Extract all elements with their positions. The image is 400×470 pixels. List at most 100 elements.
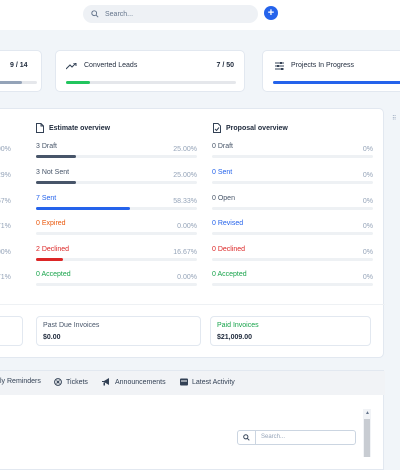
proposal-row[interactable]: 0 Open 0% bbox=[212, 195, 373, 213]
estimate-row-percent: 25.00% bbox=[173, 172, 197, 179]
invoice-box-left-edge bbox=[0, 316, 23, 346]
past-due-value: $0.00 bbox=[43, 334, 61, 341]
past-due-label: Past Due Invoices bbox=[43, 322, 100, 329]
proposal-overview-title: Proposal overview bbox=[213, 123, 288, 133]
proposal-row-label: 0 Accepted bbox=[212, 271, 247, 278]
estimate-row-percent: 0.00% bbox=[177, 274, 197, 281]
drag-handle-icon[interactable]: ⠿ bbox=[392, 116, 397, 122]
estimate-row-percent: 16.67% bbox=[173, 249, 197, 256]
proposal-row[interactable]: 0 Draft 0% bbox=[212, 143, 373, 161]
estimate-row[interactable]: 3 Not Sent 25.00% bbox=[36, 169, 197, 187]
estimate-row-track bbox=[36, 283, 197, 286]
paid-label: Paid Invoices bbox=[217, 322, 259, 329]
estimate-row-fill bbox=[36, 207, 130, 210]
left-column-percent: 0.00% bbox=[0, 146, 11, 153]
estimate-overview-title: Estimate overview bbox=[36, 123, 110, 133]
estimate-row-label: 2 Declined bbox=[36, 246, 70, 253]
proposal-row-label: 0 Open bbox=[212, 195, 235, 202]
estimate-row-fill bbox=[36, 155, 77, 158]
tab-label: ly Reminders bbox=[0, 378, 41, 385]
estimate-row[interactable]: 0 Expired 0.00% bbox=[36, 220, 197, 238]
proposal-row-track bbox=[212, 258, 373, 261]
tabs-strip bbox=[0, 371, 385, 395]
left-column-percent: 4.29% bbox=[0, 172, 11, 179]
estimate-overview-label: Estimate overview bbox=[49, 124, 111, 132]
past-due-invoices[interactable]: Past Due Invoices $0.00 bbox=[36, 316, 201, 346]
stat-value: 7 / 50 bbox=[216, 62, 234, 69]
tab-label: Announcements bbox=[115, 378, 166, 386]
proposal-row-track bbox=[212, 207, 373, 210]
ticket-icon bbox=[54, 378, 62, 386]
search-icon bbox=[91, 10, 99, 18]
left-column-percent: 5.71% bbox=[0, 223, 11, 230]
tab-announcements[interactable]: Announcements bbox=[102, 378, 166, 386]
global-search[interactable]: Search... bbox=[83, 5, 258, 23]
estimate-row-label: 3 Not Sent bbox=[36, 169, 70, 176]
estimate-row[interactable]: 3 Draft 25.00% bbox=[36, 143, 197, 161]
stat-progress bbox=[0, 81, 37, 84]
scrollbar-thumb[interactable] bbox=[364, 419, 370, 457]
proposal-row-label: 0 Draft bbox=[212, 143, 234, 150]
stat-card-tasks: 9 / 14 bbox=[0, 50, 42, 92]
estimate-row-label: 3 Draft bbox=[36, 143, 58, 150]
stat-progress bbox=[66, 81, 236, 84]
proposal-row-label: 0 Sent bbox=[212, 169, 233, 176]
estimate-row-track bbox=[36, 181, 197, 184]
left-column-percent: 5.71% bbox=[0, 274, 11, 281]
left-column-percent: 8.57% bbox=[0, 198, 11, 205]
proposal-row-percent: 0% bbox=[362, 249, 373, 256]
table-search-placeholder: Search... bbox=[261, 434, 286, 440]
estimate-row-track bbox=[36, 207, 197, 210]
proposal-row[interactable]: 0 Sent 0% bbox=[212, 169, 373, 187]
tab-latest-activity[interactable]: Latest Activity bbox=[180, 378, 235, 386]
estimate-row-fill bbox=[36, 181, 77, 184]
proposal-row-track bbox=[212, 155, 373, 158]
estimate-row-label: 0 Accepted bbox=[36, 271, 71, 278]
stat-card-projects: Projects In Progress bbox=[262, 50, 400, 92]
estimate-row-track bbox=[36, 258, 197, 261]
estimate-row[interactable]: 7 Sent 58.33% bbox=[36, 195, 197, 213]
proposal-row-track bbox=[212, 181, 373, 184]
global-search-placeholder: Search... bbox=[105, 10, 134, 18]
estimate-row-percent: 58.33% bbox=[173, 198, 197, 205]
add-button[interactable]: + bbox=[264, 6, 278, 20]
document-check-icon bbox=[213, 123, 221, 133]
table-search[interactable]: Search... bbox=[237, 430, 356, 445]
paid-value: $21,009.00 bbox=[217, 334, 253, 341]
stat-value: 9 / 14 bbox=[10, 62, 28, 69]
proposal-row[interactable]: 0 Declined 0% bbox=[212, 246, 373, 264]
proposal-row[interactable]: 0 Accepted 0% bbox=[212, 271, 373, 289]
activity-icon bbox=[180, 378, 188, 386]
estimate-row-label: 0 Expired bbox=[36, 220, 66, 227]
proposal-row[interactable]: 0 Revised 0% bbox=[212, 220, 373, 238]
paid-invoices[interactable]: Paid Invoices $21,009.00 bbox=[210, 316, 371, 346]
tab-reminders[interactable]: ly Reminders bbox=[0, 378, 41, 385]
proposal-row-track bbox=[212, 232, 373, 235]
proposal-overview-label: Proposal overview bbox=[226, 124, 288, 132]
stat-label: Projects In Progress bbox=[291, 62, 355, 69]
estimate-row-percent: 25.00% bbox=[173, 146, 197, 153]
proposal-row-track bbox=[212, 283, 373, 286]
divider bbox=[0, 304, 385, 305]
megaphone-icon bbox=[102, 378, 109, 386]
tab-tickets[interactable]: Tickets bbox=[54, 378, 88, 386]
estimate-row[interactable]: 2 Declined 16.67% bbox=[36, 246, 197, 264]
tab-label: Latest Activity bbox=[192, 378, 235, 386]
estimate-row-track bbox=[36, 155, 197, 158]
top-bar: Search... + bbox=[0, 0, 400, 30]
estimate-row-fill bbox=[36, 258, 63, 261]
estimate-row-track bbox=[36, 232, 197, 235]
proposal-row-percent: 0% bbox=[362, 223, 373, 230]
proposal-row-percent: 0% bbox=[362, 274, 373, 281]
tab-label: Tickets bbox=[66, 378, 88, 386]
estimate-row[interactable]: 0 Accepted 0.00% bbox=[36, 271, 197, 289]
stat-card-converted-leads: Converted Leads 7 / 50 bbox=[55, 50, 245, 92]
proposal-row-label: 0 Declined bbox=[212, 246, 246, 253]
scroll-up-icon[interactable]: ▲ bbox=[365, 410, 370, 416]
search-icon bbox=[238, 431, 256, 444]
activity-panel bbox=[0, 370, 385, 470]
estimate-row-label: 7 Sent bbox=[36, 195, 57, 202]
sliders-icon bbox=[275, 62, 284, 70]
proposal-row-percent: 0% bbox=[362, 198, 373, 205]
trending-up-icon bbox=[66, 63, 77, 70]
